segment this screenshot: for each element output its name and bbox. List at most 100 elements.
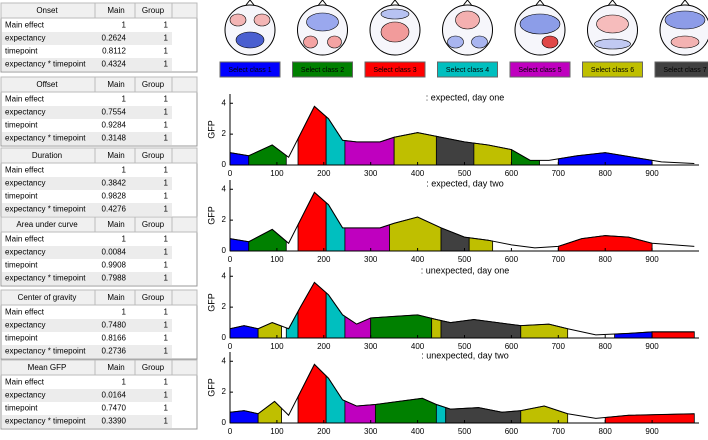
class-button[interactable] <box>582 61 643 78</box>
x-tick-label: 700 <box>552 255 566 264</box>
cell: 0.4324 <box>102 60 127 69</box>
gfp-plot: : expected, day two GFP 0 2 4 0 100 200 300 400 50… <box>206 178 699 264</box>
row-label: timepoint <box>5 192 38 201</box>
plot-title: : unexpected, day two <box>421 350 509 360</box>
cell: 1 <box>164 235 169 244</box>
gfp-curve <box>229 105 695 164</box>
x-tick-label: 600 <box>505 169 519 178</box>
y-tick-label: 2 <box>222 215 227 224</box>
topomap <box>659 0 708 56</box>
stats-table: Area under curve Main Group Main effect 1 1 ex… <box>0 216 198 287</box>
cell: 1 <box>164 21 169 30</box>
row-bg <box>2 345 172 358</box>
plot-title: : expected, day one <box>426 92 505 102</box>
cell: 1 <box>122 95 127 104</box>
class-button[interactable] <box>219 61 281 78</box>
x-tick-label: 0 <box>228 169 233 178</box>
cell: 0.3842 <box>102 179 127 188</box>
row-label: expectancy * timepoint <box>5 134 86 143</box>
table-header <box>0 2 198 19</box>
table-title: Duration <box>32 151 62 160</box>
cell: 0.2736 <box>102 347 127 356</box>
potential-field <box>519 13 561 35</box>
class-button-label[interactable]: Select class 1 <box>228 67 271 74</box>
col-header: Main <box>107 293 124 302</box>
table-header <box>0 147 198 164</box>
cell: 0.7480 <box>102 321 127 330</box>
class-button-label[interactable]: Select class 4 <box>446 67 489 74</box>
cell: 0.7470 <box>102 404 127 413</box>
x-tick-label: 500 <box>458 342 472 351</box>
cell: 1 <box>164 108 169 117</box>
class-button-label[interactable]: Select class 7 <box>663 67 706 74</box>
potential-field <box>471 35 488 49</box>
potential-field <box>306 12 339 32</box>
cell: 1 <box>164 47 169 56</box>
class-segment <box>297 281 327 339</box>
table-title: Mean GFP <box>28 363 67 372</box>
potential-field <box>541 35 559 49</box>
y-tick-label: 4 <box>222 271 227 280</box>
class-button[interactable] <box>654 61 708 78</box>
row-bg <box>2 177 172 190</box>
x-tick-label: 200 <box>317 427 331 436</box>
nose <box>680 0 690 6</box>
col-header: Main <box>107 80 124 89</box>
table-title: Area under curve <box>16 220 78 229</box>
row-label: expectancy <box>5 108 45 117</box>
gfp-curve <box>229 363 695 419</box>
cell: 1 <box>164 321 169 330</box>
class-segment <box>374 397 437 424</box>
x-tick-label: 900 <box>645 427 659 436</box>
y-tick-label: 4 <box>222 356 227 365</box>
col-header: Group <box>142 151 165 160</box>
gfp-plot: : unexpected, day two GFP 0 2 4 0 100 200 300 400… <box>206 350 699 436</box>
stats-table: Mean GFP Main Group Main effect 1 1 expectancy… <box>0 359 198 430</box>
y-axis-label: GFP <box>206 120 216 139</box>
potential-field <box>235 31 265 49</box>
x-tick-label: 800 <box>599 427 613 436</box>
x-tick-label: 100 <box>270 427 284 436</box>
cell: 0.7554 <box>102 108 127 117</box>
class-button[interactable] <box>292 61 353 78</box>
x-tick-label: 800 <box>599 169 613 178</box>
x-tick-label: 500 <box>458 255 472 264</box>
y-axis-label: GFP <box>206 378 216 397</box>
col-header: Group <box>142 6 165 15</box>
class-button-label[interactable]: Select class 3 <box>373 67 416 74</box>
class-segment <box>440 227 470 252</box>
row-label: expectancy <box>5 179 45 188</box>
row-label: Main effect <box>5 95 45 104</box>
nose <box>608 0 617 6</box>
cell: 0.8166 <box>102 334 127 343</box>
class-button[interactable] <box>364 61 426 78</box>
table-header <box>0 216 198 233</box>
row-label: timepoint <box>5 47 38 56</box>
class-button[interactable] <box>437 61 498 78</box>
y-tick-label: 0 <box>222 246 227 255</box>
class-segment <box>344 400 376 424</box>
x-tick-label: 600 <box>505 427 519 436</box>
row-label: Main effect <box>5 308 45 317</box>
x-tick-label: 300 <box>364 342 378 351</box>
row-bg <box>2 415 172 428</box>
class-button[interactable] <box>509 61 571 78</box>
row-bg <box>2 132 172 145</box>
row-bg <box>2 106 172 119</box>
topomap <box>442 0 493 56</box>
row-label: expectancy <box>5 321 45 330</box>
class-button-label[interactable]: Select class 5 <box>518 67 561 74</box>
class-button-label[interactable]: Select class 6 <box>591 67 634 74</box>
cell: 1 <box>122 235 127 244</box>
x-tick-label: 100 <box>270 342 284 351</box>
topomap <box>587 0 638 56</box>
class-segment <box>248 144 287 166</box>
class-segment <box>370 314 433 339</box>
stats-table: Duration Main Group Main effect 1 1 expectancy… <box>0 147 198 218</box>
class-button-label[interactable]: Select class 2 <box>301 67 344 74</box>
cell: 1 <box>164 134 169 143</box>
gfp-curve <box>229 191 695 249</box>
row-label: Main effect <box>5 21 45 30</box>
potential-field <box>303 35 318 49</box>
